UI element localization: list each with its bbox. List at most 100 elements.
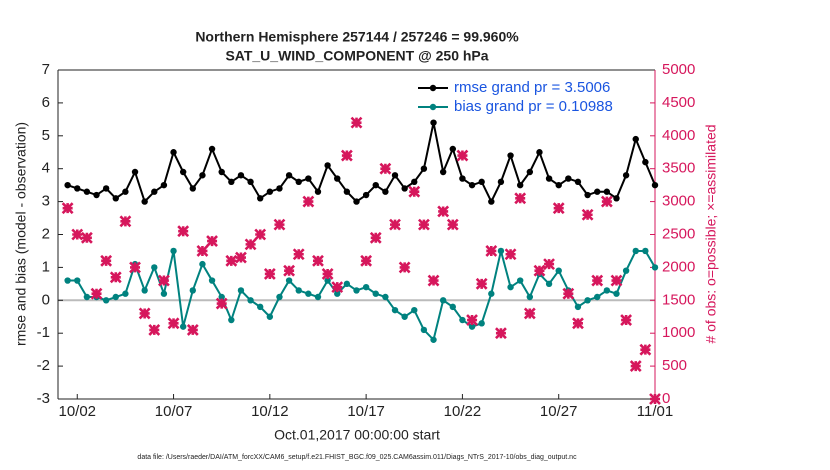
- obs-marker: [90, 287, 103, 300]
- point: [170, 149, 177, 156]
- point: [613, 195, 620, 202]
- point: [151, 264, 158, 271]
- point: [555, 181, 562, 189]
- obs-marker: [610, 274, 623, 287]
- point: [468, 323, 476, 330]
- y-tick-label: 0: [42, 291, 50, 308]
- point: [574, 303, 582, 311]
- point: [382, 188, 389, 195]
- y2-tick-label: 4000: [662, 127, 695, 144]
- point: [83, 188, 91, 195]
- point: [218, 293, 225, 301]
- point: [594, 188, 601, 195]
- obs-marker: [466, 314, 478, 326]
- point: [603, 188, 611, 195]
- point: [257, 303, 264, 311]
- obs-marker: [456, 149, 469, 162]
- point: [160, 181, 168, 189]
- point: [228, 178, 235, 186]
- point: [266, 313, 274, 320]
- point: [516, 181, 524, 189]
- obs-marker: [504, 248, 517, 261]
- obs-marker: [485, 245, 498, 257]
- point: [420, 165, 428, 172]
- point: [295, 287, 302, 294]
- point: [112, 195, 119, 202]
- x-tick-label: 11/01: [637, 403, 673, 420]
- y2-tick-label: 5000: [662, 61, 695, 78]
- point: [545, 175, 553, 182]
- y-tick-label: 6: [42, 94, 50, 111]
- point: [343, 188, 351, 195]
- point: [439, 168, 447, 176]
- point: [122, 188, 129, 195]
- obs-marker: [244, 238, 257, 251]
- obs-marker: [157, 274, 170, 287]
- obs-marker: [350, 116, 363, 129]
- point: [305, 175, 312, 182]
- y2-tick-label: 1500: [662, 291, 695, 308]
- obs-marker: [379, 162, 392, 175]
- obs-marker: [119, 215, 132, 228]
- point: [372, 181, 379, 189]
- point: [459, 316, 466, 324]
- obs-marker: [514, 192, 527, 205]
- obs-marker: [254, 228, 267, 241]
- point: [247, 178, 254, 186]
- point: [584, 297, 591, 304]
- point: [218, 168, 225, 176]
- point: [266, 188, 274, 195]
- obs-marker: [581, 208, 594, 221]
- obs-marker: [552, 202, 565, 215]
- chart-title: Northern Hemisphere 257144 / 257246 = 99…: [195, 29, 519, 45]
- obs-marker: [186, 323, 199, 336]
- point: [295, 178, 302, 186]
- point: [603, 287, 611, 294]
- y-tick-label: -2: [37, 357, 50, 374]
- point: [83, 293, 91, 301]
- point: [353, 287, 360, 294]
- point: [151, 188, 158, 195]
- point: [353, 198, 360, 205]
- y2-axis-label: # of obs: o=possible; ×=assimilated: [703, 124, 719, 343]
- point: [276, 293, 283, 301]
- obs-marker: [437, 205, 450, 218]
- point: [112, 293, 119, 301]
- obs-marker: [273, 218, 286, 231]
- point: [478, 178, 485, 186]
- point: [468, 181, 476, 189]
- point: [199, 260, 206, 268]
- x-tick-label: 10/27: [540, 403, 578, 420]
- obs-marker: [340, 149, 353, 162]
- obs-marker: [591, 274, 604, 287]
- obs-marker: [417, 218, 430, 231]
- obs-marker: [408, 185, 421, 198]
- obs-marker: [629, 360, 642, 373]
- obs-marker: [206, 235, 218, 247]
- point: [401, 313, 408, 320]
- y-axis-label: rmse and bias (model - observation): [13, 122, 29, 346]
- x-tick-label: 10/17: [347, 403, 385, 420]
- x-tick-label: 10/12: [251, 403, 289, 420]
- point: [362, 283, 370, 291]
- point: [449, 303, 456, 311]
- obs-marker: [167, 317, 180, 330]
- point: [228, 316, 235, 324]
- point: [122, 290, 129, 297]
- obs-marker: [495, 327, 507, 340]
- point: [488, 290, 495, 297]
- y2-tick-label: 3500: [662, 160, 695, 177]
- obs-marker: [235, 251, 247, 264]
- obs-marker: [446, 218, 459, 231]
- obs-marker: [331, 281, 344, 294]
- obs-marker: [427, 274, 440, 287]
- point: [632, 247, 639, 255]
- point: [74, 277, 81, 284]
- point: [613, 290, 620, 297]
- point: [391, 306, 399, 314]
- obs-marker: [80, 231, 93, 244]
- point: [526, 293, 534, 301]
- y-tick-label: 4: [42, 160, 50, 177]
- legend-marker: [429, 103, 437, 111]
- y-tick-label: -1: [37, 324, 50, 341]
